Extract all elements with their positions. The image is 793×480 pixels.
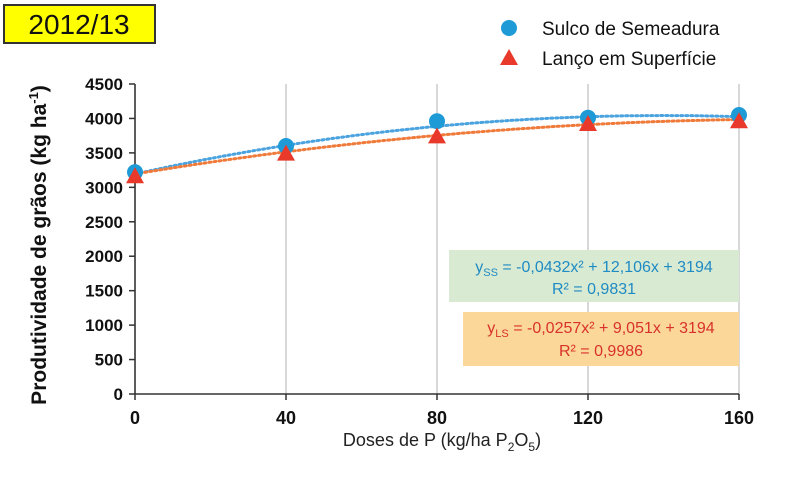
axes: [129, 83, 740, 400]
legend: Sulco de Semeadura Lanço em Superfície: [500, 19, 720, 70]
point-ls: [126, 167, 144, 184]
x-tick-label: 80: [427, 408, 447, 428]
point-ls: [579, 114, 597, 131]
chart-title: 2012/13: [28, 9, 129, 40]
r2-ls: R² = 0,9986: [559, 343, 643, 360]
equation-box-ls-bg: [463, 312, 739, 366]
point-ls: [277, 144, 295, 161]
title-box: [3, 4, 156, 44]
x-tick-label: 120: [573, 408, 603, 428]
y-tick-label: 4000: [85, 109, 123, 128]
equation-box-ss-bg: [449, 250, 739, 302]
y-tick-label: 1500: [85, 282, 123, 301]
equation-ss: ySS = -0,0432x² + 12,106x + 3194: [475, 259, 713, 279]
data-points: [126, 107, 748, 184]
y-tick-label: 4500: [85, 75, 123, 94]
y-tick-label: 2500: [85, 213, 123, 232]
y-tick-label: 1000: [85, 316, 123, 335]
point-ls: [428, 127, 446, 144]
legend-label-ls: Lanço em Superfície: [542, 49, 716, 70]
y-tick-label: 500: [95, 351, 123, 370]
y-tick-label: 2000: [85, 247, 123, 266]
x-tick-labels: 0 40 80 120 160: [130, 408, 754, 428]
y-tick-label: 0: [114, 385, 123, 404]
y-tick-label: 3000: [85, 178, 123, 197]
y-axis-label: Produtividade de grãos (kg ha-1): [26, 85, 51, 405]
x-tick-label: 0: [130, 408, 140, 428]
equation-box-ls: yLS = -0,0257x² + 9,051x + 3194 R² = 0,9…: [463, 312, 739, 366]
y-tick-labels: 0 500 1000 1500 2000 2500 3000 3500 4000 4500: [85, 75, 123, 404]
y-tick-label: 3500: [85, 144, 123, 163]
x-tick-label: 40: [276, 408, 296, 428]
point-ls: [730, 112, 748, 129]
legend-label-ss: Sulco de Semeadura: [542, 19, 720, 40]
equation-box-ss: ySS = -0,0432x² + 12,106x + 3194 R² = 0,…: [449, 250, 739, 302]
x-axis-label: Doses de P (kg/ha P2O5): [343, 430, 541, 454]
legend-marker-triangle-icon: [500, 49, 518, 65]
point-ss: [429, 113, 445, 130]
legend-marker-circle-icon: [501, 20, 517, 36]
equation-ls: yLS = -0,0257x² + 9,051x + 3194: [487, 320, 715, 340]
x-tick-label: 160: [724, 408, 754, 428]
r2-ss: R² = 0,9831: [552, 281, 636, 298]
